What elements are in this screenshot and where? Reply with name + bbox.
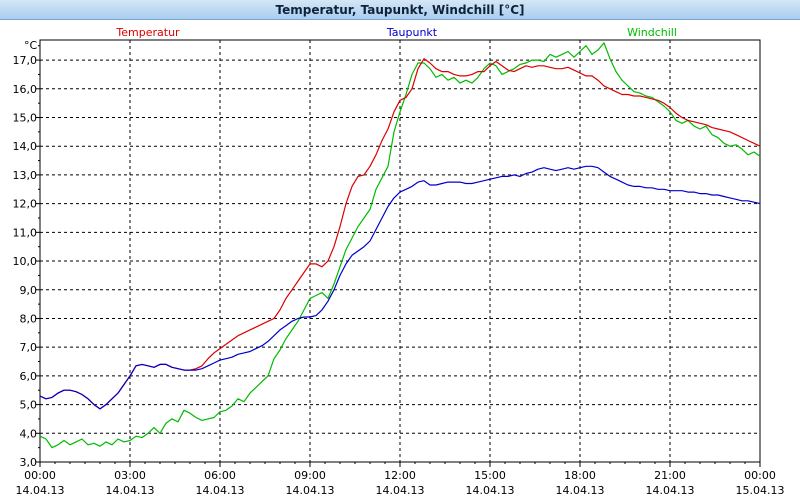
x-tick-time-label: 12:00 [384, 469, 416, 482]
x-tick-date-label: 14.04.13 [466, 484, 515, 497]
y-tick-label: 10,0 [13, 255, 38, 268]
x-tick-time-label: 21:00 [654, 469, 686, 482]
y-tick-label: 7,0 [20, 341, 38, 354]
x-tick-time-label: 15:00 [474, 469, 506, 482]
y-tick-label: 8,0 [20, 312, 38, 325]
y-axis-unit-label: °C [24, 39, 38, 52]
y-tick-label: 4,0 [20, 427, 38, 440]
legend: Temperatur Taupunkt Windchill [115, 26, 677, 39]
x-tick-date-label: 14.04.13 [286, 484, 335, 497]
x-tick-time-label: 06:00 [204, 469, 236, 482]
y-tick-label: 17,0 [13, 54, 38, 67]
y-tick-label: 9,0 [20, 284, 38, 297]
legend-entry-taupunkt: Taupunkt [386, 26, 438, 39]
series-line-taupunkt [39, 165, 761, 410]
legend-entry-windchill: Windchill [627, 26, 677, 39]
window-title: Temperatur, Taupunkt, Windchill [°C] [0, 0, 800, 20]
x-tick-time-label: 00:00 [24, 469, 56, 482]
x-tick-time-label: 18:00 [564, 469, 596, 482]
y-tick-label: 3,0 [20, 456, 38, 469]
x-axis: 00:00 14.04.13 03:00 14.04.13 06:00 14.04.13 0… [16, 462, 785, 497]
x-tick-time-label: 09:00 [294, 469, 326, 482]
y-tick-label: 11,0 [13, 226, 38, 239]
y-tick-label: 16,0 [13, 83, 38, 96]
x-tick-date-label: 14.04.13 [556, 484, 605, 497]
x-tick-date-label: 15.04.13 [736, 484, 785, 497]
x-tick-date-label: 14.04.13 [196, 484, 245, 497]
series-layer [39, 42, 761, 449]
x-tick-time-label: 00:00 [744, 469, 776, 482]
series-line-windchill [39, 42, 761, 449]
y-tick-label: 12,0 [13, 198, 38, 211]
y-tick-label: 14,0 [13, 140, 38, 153]
x-tick-time-label: 03:00 [114, 469, 146, 482]
y-tick-label: 6,0 [20, 370, 38, 383]
x-tick-date-label: 14.04.13 [646, 484, 695, 497]
legend-entry-temperatur: Temperatur [115, 26, 180, 39]
y-tick-label: 13,0 [13, 169, 38, 182]
y-tick-label: 5,0 [20, 399, 38, 412]
x-tick-date-label: 14.04.13 [16, 484, 65, 497]
y-tick-label: 15,0 [13, 112, 38, 125]
grid-lines [40, 40, 760, 463]
x-tick-date-label: 14.04.13 [106, 484, 155, 497]
x-tick-date-label: 14.04.13 [376, 484, 425, 497]
y-axis: 3,0 4,0 5,0 6,0 7,0 8,0 9,0 10,0 11,0 12,0 13,0 14,… [13, 45, 40, 469]
